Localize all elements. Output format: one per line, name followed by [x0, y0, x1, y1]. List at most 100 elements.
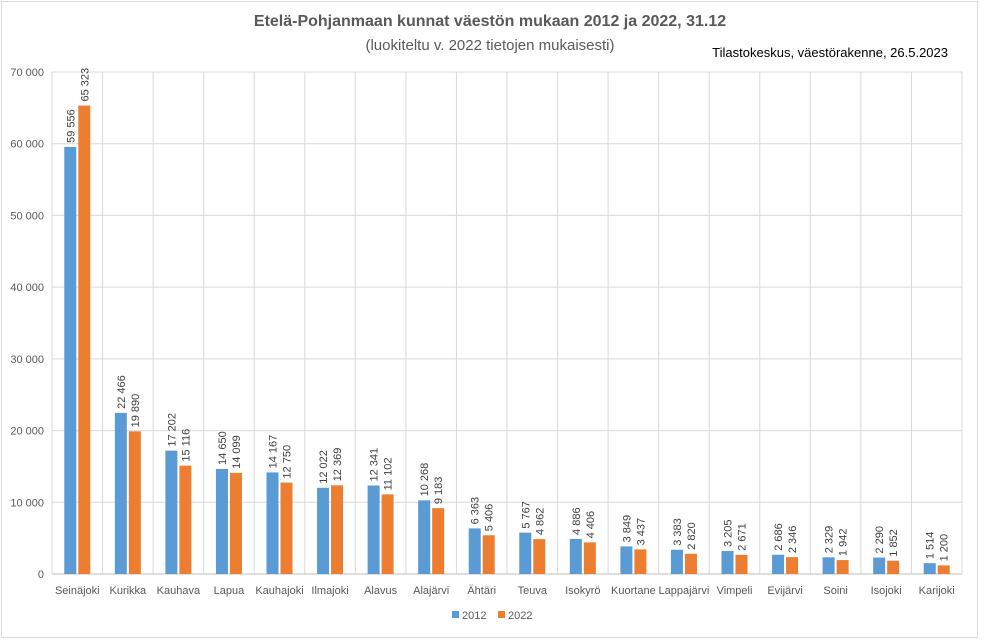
bar-2022 — [229, 472, 242, 574]
data-label-2012: 14 650 — [217, 431, 229, 465]
chart-title: Etelä-Pohjanmaan kunnat väestön mukaan 2… — [254, 13, 726, 30]
data-label-2022: 1 942 — [838, 529, 850, 557]
data-label-2022: 2 820 — [686, 522, 698, 550]
data-label-2012: 5 767 — [520, 501, 532, 529]
data-label-2012: 3 205 — [723, 519, 735, 547]
bar-2012 — [266, 472, 279, 574]
y-tick-label: 0 — [38, 569, 44, 581]
data-label-2012: 3 849 — [621, 515, 633, 543]
bar-2012 — [721, 551, 734, 574]
y-tick-label: 60 000 — [10, 139, 44, 151]
data-label-2022: 11 102 — [383, 458, 395, 491]
y-tick-label: 30 000 — [10, 354, 44, 366]
chart-frame — [1, 1, 978, 638]
data-label-2012: 12 341 — [369, 448, 381, 482]
bar-2022 — [179, 465, 192, 574]
bar-2022 — [583, 542, 596, 574]
y-tick-label: 40 000 — [10, 282, 44, 294]
data-label-2012: 17 202 — [166, 413, 178, 447]
bar-2012 — [468, 528, 481, 574]
bar-2022 — [128, 431, 141, 574]
bar-2022 — [482, 535, 495, 574]
data-label-2012: 1 514 — [925, 532, 937, 560]
bar-2022 — [937, 565, 950, 574]
bar-2022 — [533, 539, 546, 574]
data-label-2022: 9 183 — [433, 477, 445, 505]
legend-label-2022: 2022 — [508, 610, 532, 622]
bar-2022 — [381, 494, 394, 574]
bar-2012 — [620, 546, 633, 574]
x-tick-label: Lappajärvi — [659, 585, 710, 597]
data-label-2022: 19 890 — [130, 394, 142, 428]
data-label-2012: 6 363 — [470, 497, 482, 525]
x-tick-label: Lapua — [214, 585, 245, 597]
bar-2022 — [786, 557, 799, 574]
bar-2012 — [822, 557, 835, 574]
bar-2012 — [367, 485, 380, 574]
data-label-2012: 2 290 — [874, 526, 886, 554]
x-tick-label: Soini — [823, 585, 847, 597]
x-tick-label: Ilmajoki — [311, 585, 348, 597]
x-tick-label: Alavus — [364, 585, 398, 597]
x-tick-label: Kurikka — [109, 585, 147, 597]
x-tick-label: Ähtäri — [467, 585, 496, 597]
x-tick-label: Seinäjoki — [55, 585, 100, 597]
x-tick-label: Kauhava — [157, 585, 201, 597]
bar-2012 — [114, 412, 127, 574]
y-tick-label: 20 000 — [10, 426, 44, 438]
bar-2012 — [418, 500, 431, 574]
bar-2022 — [634, 549, 647, 574]
data-label-2022: 12 750 — [282, 445, 294, 479]
bar-2012 — [873, 557, 886, 574]
data-label-2012: 22 466 — [116, 375, 128, 409]
data-label-2022: 3 437 — [635, 518, 647, 546]
legend-label-2012: 2012 — [462, 610, 486, 622]
data-label-2022: 12 369 — [332, 448, 344, 482]
data-label-2012: 12 022 — [318, 450, 330, 484]
data-label-2022: 4 406 — [585, 511, 597, 539]
data-label-2022: 5 406 — [484, 504, 496, 532]
bar-2012 — [64, 146, 77, 574]
data-label-2022: 1 852 — [888, 529, 900, 557]
data-label-2022: 1 200 — [939, 534, 951, 562]
data-label-2022: 14 099 — [231, 435, 243, 469]
bar-2012 — [772, 554, 785, 574]
data-label-2022: 2 671 — [737, 523, 749, 551]
bar-2022 — [78, 105, 91, 574]
bar-2012 — [923, 563, 936, 574]
chart-source: Tilastokeskus, väestörakenne, 26.5.2023 — [712, 45, 948, 60]
bar-2022 — [836, 560, 849, 574]
chart-subtitle: (luokiteltu v. 2022 tietojen mukaisesti) — [365, 37, 614, 54]
data-label-2012: 2 686 — [773, 523, 785, 551]
data-label-2012: 3 383 — [672, 518, 684, 546]
bar-2022 — [684, 553, 697, 574]
y-tick-label: 10 000 — [10, 497, 44, 509]
bar-2022 — [280, 482, 293, 574]
bar-2012 — [317, 487, 330, 574]
data-label-2022: 65 323 — [79, 68, 91, 102]
legend-swatch-2022 — [498, 611, 505, 618]
x-tick-label: Karijoki — [919, 585, 955, 597]
bar-2012 — [569, 538, 582, 574]
x-tick-label: Isokyrö — [565, 585, 600, 597]
legend: 2012 2022 — [452, 610, 532, 622]
x-tick-label: Kuortane — [611, 585, 656, 597]
bar-2022 — [432, 508, 445, 574]
data-label-2012: 10 268 — [419, 463, 431, 497]
bar-2012 — [165, 450, 178, 574]
x-tick-label: Evijärvi — [767, 585, 802, 597]
data-label-2012: 2 329 — [824, 526, 836, 554]
bar-2012 — [519, 532, 532, 574]
legend-swatch-2012 — [452, 611, 459, 618]
x-tick-label: Vimpeli — [717, 585, 753, 597]
data-label-2012: 59 556 — [65, 109, 77, 143]
data-label-2022: 2 346 — [787, 526, 799, 554]
bar-2012 — [215, 468, 228, 574]
x-tick-label: Teuva — [518, 585, 548, 597]
data-label-2012: 4 886 — [571, 507, 583, 535]
y-tick-label: 50 000 — [10, 210, 44, 222]
x-tick-label: Kauhajoki — [255, 585, 303, 597]
bar-2022 — [735, 554, 748, 574]
data-label-2022: 4 862 — [534, 508, 546, 536]
bar-2012 — [670, 549, 683, 574]
